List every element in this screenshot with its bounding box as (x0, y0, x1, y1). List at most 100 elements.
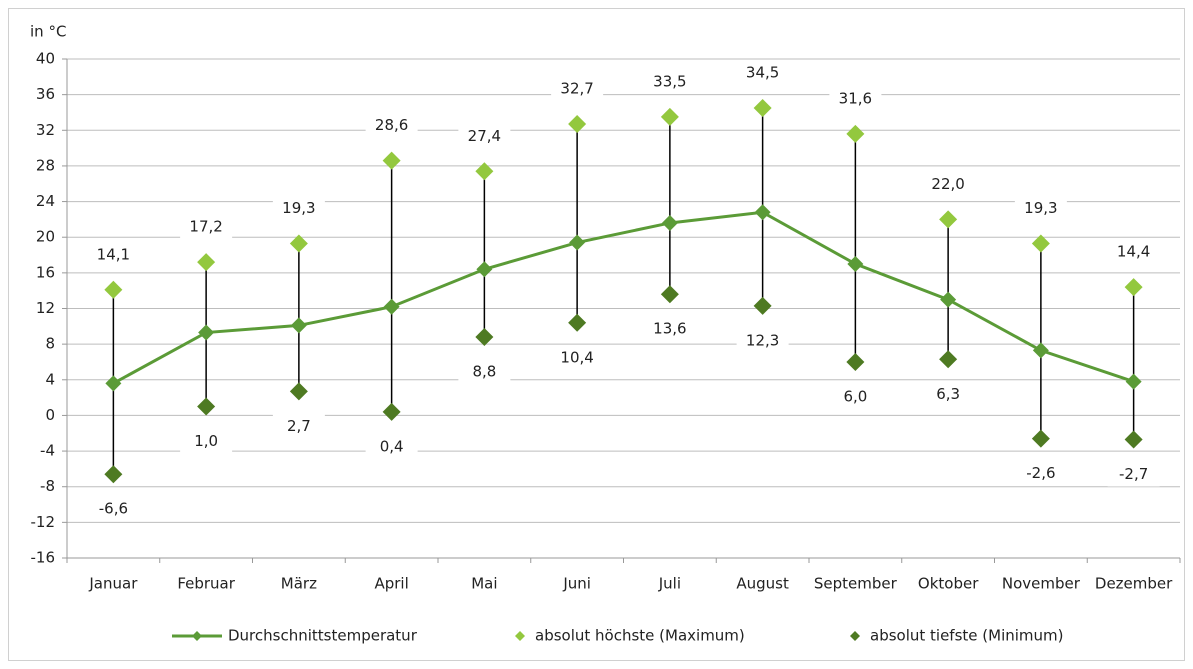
y-tick-label: 16 (36, 263, 55, 281)
label-background (87, 242, 140, 267)
data-label: -2,6 (1026, 464, 1055, 482)
x-tick-label: Januar (88, 575, 138, 593)
data-label: 0,4 (380, 437, 404, 455)
average-marker (847, 255, 864, 272)
legend-label: absolut höchste (Maximum) (535, 627, 745, 645)
average-marker (569, 234, 586, 251)
data-label: 6,0 (843, 387, 867, 405)
label-background (551, 345, 604, 370)
average-line (112, 210, 1135, 385)
data-label: 28,6 (375, 116, 408, 134)
label-background (458, 360, 511, 385)
chart-border (8, 8, 1185, 661)
data-label: 22,0 (931, 175, 964, 193)
average-marker (105, 375, 122, 392)
average-marker (1125, 373, 1142, 390)
average-marker (290, 317, 307, 334)
label-background (736, 61, 789, 86)
min-marker (568, 313, 587, 332)
y-tick-label: 40 (36, 50, 55, 68)
data-label: 31,6 (839, 89, 872, 107)
data-label: 17,2 (189, 218, 222, 236)
label-background (180, 215, 233, 240)
label-background (829, 384, 882, 409)
data-label: 32,7 (560, 80, 593, 98)
x-tick-label: Juni (562, 575, 591, 593)
data-label: 19,3 (1024, 199, 1057, 217)
data-label: 10,4 (560, 348, 593, 366)
y-axis-label: in °C (30, 23, 66, 41)
x-tick-label: März (281, 575, 317, 593)
y-tick-label: -12 (31, 513, 56, 531)
label-background (643, 69, 696, 94)
label-background (1107, 240, 1160, 265)
label-background (922, 172, 975, 197)
y-tick-label: -8 (40, 477, 55, 495)
label-background (272, 196, 325, 221)
average-marker (1032, 342, 1049, 359)
min-marker (1124, 430, 1143, 449)
data-label: 14,1 (97, 245, 130, 263)
y-tick-label: 28 (36, 156, 55, 174)
label-background (458, 124, 511, 149)
min-marker (753, 296, 772, 315)
max-marker (382, 151, 401, 170)
label-background (551, 77, 604, 102)
max-marker (753, 99, 772, 118)
x-tick-label: April (374, 575, 408, 593)
max-marker (1124, 278, 1143, 297)
y-tick-label: 24 (36, 192, 55, 210)
min-marker (197, 397, 216, 416)
data-label: -2,7 (1119, 465, 1148, 483)
label-background (1014, 461, 1067, 486)
label-background (1014, 196, 1067, 221)
legend-marker (515, 631, 525, 641)
min-marker (475, 328, 494, 347)
label-background (829, 86, 882, 111)
min-marker (939, 350, 958, 369)
x-tick-label: Juli (658, 575, 681, 593)
data-label: 13,6 (653, 320, 686, 338)
y-tick-label: -16 (31, 549, 56, 567)
average-marker (476, 261, 493, 278)
label-background (736, 328, 789, 353)
max-marker (197, 253, 216, 272)
max-marker (475, 162, 494, 181)
legend-label: absolut tiefste (Minimum) (870, 627, 1064, 645)
min-marker (382, 402, 401, 421)
data-label: -6,6 (99, 500, 128, 518)
min-marker (1031, 429, 1050, 448)
label-background (365, 434, 418, 459)
y-tick-label: 36 (36, 85, 55, 103)
max-marker (104, 280, 123, 299)
data-label: 1,0 (194, 432, 218, 450)
average-marker (198, 324, 215, 341)
y-tick-label: -4 (40, 442, 55, 460)
data-label: 12,3 (746, 331, 779, 349)
min-marker (289, 382, 308, 401)
max-marker (939, 210, 958, 229)
y-tick-label: 4 (45, 370, 55, 388)
label-background (365, 113, 418, 138)
x-tick-label: August (736, 575, 789, 593)
label-background (922, 382, 975, 407)
min-marker (660, 285, 679, 304)
data-label: 33,5 (653, 72, 686, 90)
data-label: 19,3 (282, 199, 315, 217)
label-background (272, 414, 325, 439)
label-background (643, 317, 696, 342)
label-background (1107, 462, 1160, 487)
x-tick-label: Dezember (1095, 575, 1173, 593)
y-tick-label: 0 (45, 406, 55, 424)
y-tick-label: 8 (45, 335, 55, 353)
legend-marker (850, 631, 860, 641)
data-label: 27,4 (468, 127, 501, 145)
data-label: 2,7 (287, 417, 311, 435)
max-marker (660, 107, 679, 126)
x-tick-label: September (814, 575, 898, 593)
y-tick-label: 32 (36, 121, 55, 139)
average-marker (383, 298, 400, 315)
x-tick-label: Oktober (918, 575, 979, 593)
min-marker (104, 465, 123, 484)
